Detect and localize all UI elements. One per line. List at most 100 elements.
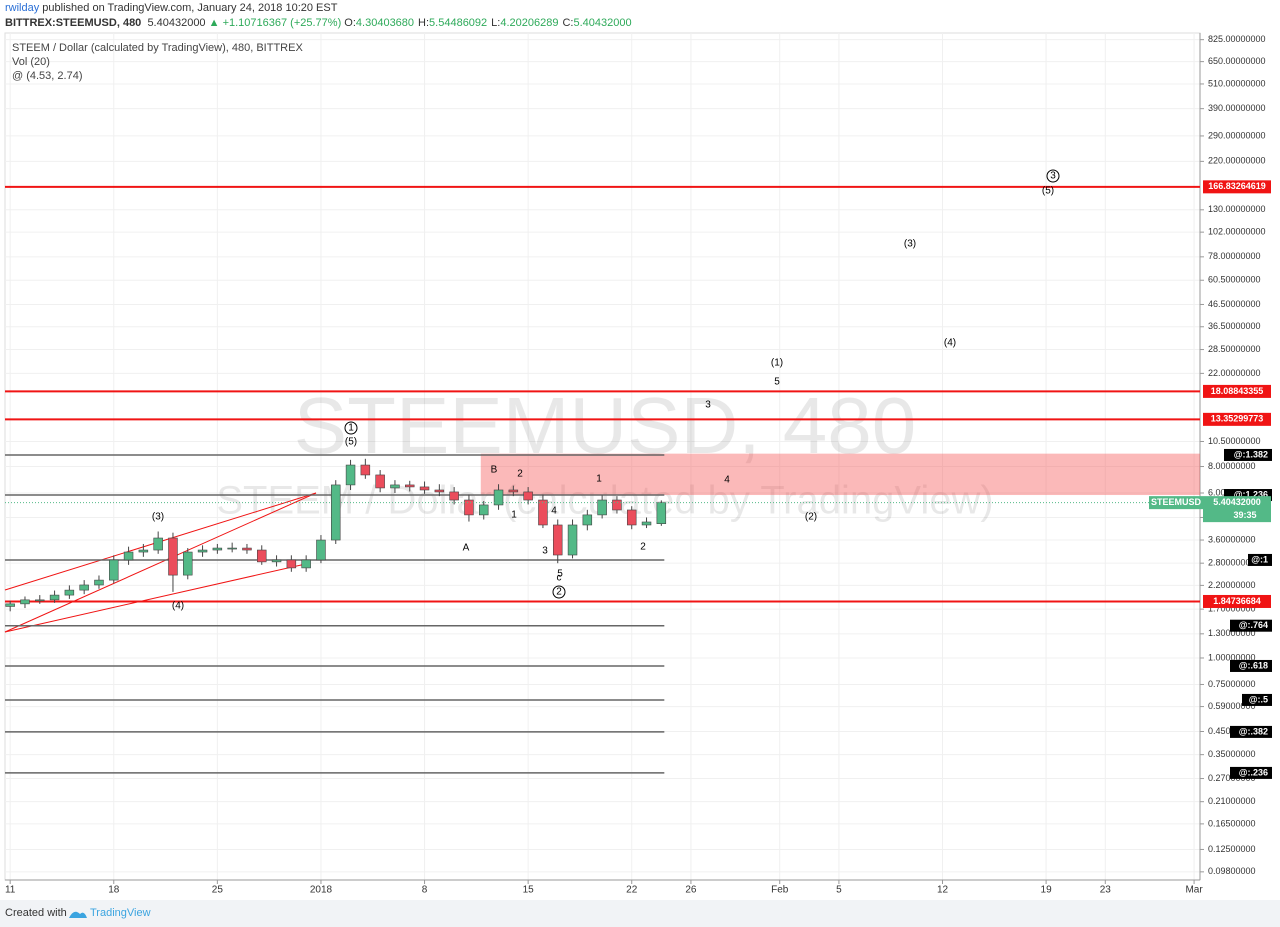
footer-brand[interactable]: TradingView <box>90 907 151 919</box>
ohlc-key: O: <box>344 17 356 29</box>
candle-body <box>20 599 30 605</box>
wave-label: (3) <box>152 512 164 523</box>
wave-circle <box>344 421 358 435</box>
x-tick-label: 12 <box>937 885 949 896</box>
wave-label: 4 <box>724 475 730 486</box>
wave-label: 2 <box>640 542 646 553</box>
level-tag <box>1203 180 1271 194</box>
candle-body <box>286 559 297 569</box>
y-tick-label: 22.00000000 <box>1208 368 1261 378</box>
level-tag <box>1203 384 1271 398</box>
wave-label: 2 <box>556 587 562 598</box>
wave-label: 5 <box>557 569 563 580</box>
symbol-tag <box>1149 496 1203 510</box>
x-tick-label: 15 <box>523 885 535 896</box>
y-tick-label: 510.00000000 <box>1208 78 1266 88</box>
candle-body <box>257 549 267 563</box>
wave-label: 1 <box>348 423 354 434</box>
wave-label: c <box>557 573 562 584</box>
candle-body <box>405 484 415 488</box>
ohlc: O:4.30403680 H:5.54486092 L:4.20206289 C:5.… <box>344 17 635 29</box>
y-tick-label: 130.00000000 <box>1208 204 1266 214</box>
legend-title: STEEM / Dollar (calculated by TradingVie… <box>12 42 303 54</box>
fib-label: @:1.236 <box>1234 489 1268 499</box>
grid <box>5 33 1200 880</box>
x-tick-label: 26 <box>685 885 697 896</box>
candle-body <box>508 489 519 493</box>
ohlc-value: 4.30403680 <box>355 17 415 29</box>
candle-body <box>434 489 445 493</box>
countdown: 39:35 <box>1233 510 1256 520</box>
fib-label: @:.618 <box>1239 660 1268 670</box>
wave-circle <box>1046 169 1060 183</box>
chart: STEEMUSD, 480 STEEM / Dollar (calculated… <box>4 32 1272 896</box>
wave-label: (5) <box>1042 186 1054 197</box>
x-tick-label: 23 <box>1100 885 1112 896</box>
candle-body <box>5 603 15 607</box>
wave-label: (4) <box>944 338 956 349</box>
ohlc-key: H: <box>418 17 430 29</box>
candle-body <box>79 584 89 591</box>
candle-body <box>168 537 178 576</box>
candle-body <box>153 537 163 551</box>
ohlc-key: L: <box>491 17 501 29</box>
wave-label: (3) <box>904 239 916 250</box>
x-tick-label: 11 <box>5 885 16 896</box>
candle-body <box>138 549 149 553</box>
fib-label: @:1.382 <box>1234 449 1268 459</box>
level-label: 166.83264619 <box>1208 181 1266 191</box>
change-value: +1.10716367 (+25.77%) <box>222 17 342 29</box>
symbol: BITTREX:STEEMUSD, 480 <box>5 17 142 29</box>
y-tick-label: 0.35000000 <box>1208 749 1256 759</box>
candle-body <box>345 464 356 486</box>
y-tick-label: 1.70000000 <box>1208 604 1256 614</box>
price: 5.40432000 <box>147 17 206 29</box>
ohlc-value: 4.20206289 <box>500 17 559 29</box>
y-tick-label: 825.00000000 <box>1208 34 1266 44</box>
wave-label: 5 <box>774 377 780 388</box>
y-tick-label: 2.20000000 <box>1208 580 1256 590</box>
wave-label: (2) <box>805 512 817 523</box>
publish-info: published on TradingView.com, January 24… <box>42 2 338 14</box>
plot-area <box>4 32 1201 881</box>
x-tick-label: 25 <box>212 885 224 896</box>
wave-label: 4 <box>551 506 557 517</box>
publisher[interactable]: rwilday <box>5 2 40 14</box>
candle-body <box>197 549 208 553</box>
y-tick-label: 0.16500000 <box>1208 818 1256 828</box>
candle-body <box>656 502 667 524</box>
footer: Created with TradingView <box>0 900 1280 927</box>
candle-body <box>183 551 193 576</box>
wave-label: A <box>463 543 470 554</box>
x-tick-label: 22 <box>626 885 638 896</box>
ohlc-value: 5.40432000 <box>573 17 632 29</box>
candle-body <box>597 499 607 516</box>
candle-body <box>464 499 474 516</box>
wave-label: 2 <box>517 469 523 480</box>
wave-label: B <box>491 465 498 476</box>
fib-label: @:.5 <box>1249 694 1268 704</box>
candle-body <box>242 547 252 551</box>
legend-study: @ (4.53, 2.74) <box>12 70 83 82</box>
candle-body <box>94 579 104 586</box>
wave-label: (1) <box>771 358 783 369</box>
y-tick-label: 78.00000000 <box>1208 251 1261 261</box>
level-label: 18.08843355 <box>1211 386 1264 396</box>
y-tick-label: 3.60000000 <box>1208 534 1256 544</box>
y-tick-label: 0.09800000 <box>1208 866 1256 876</box>
fib-label: @:.382 <box>1239 726 1268 736</box>
fib-label: @:.764 <box>1239 620 1268 630</box>
wave-label: 1 <box>596 474 602 485</box>
symbol-line: BITTREX:STEEMUSD, 480 5.40432000 ▲ +1.10… <box>5 17 636 29</box>
candle-body <box>212 547 223 551</box>
x-tick-label: 5 <box>836 885 842 896</box>
y-tick-label: 1.30000000 <box>1208 628 1256 638</box>
wave-label: 3 <box>542 546 548 557</box>
x-tick-label: Mar <box>1185 885 1203 896</box>
x-tick-label: 19 <box>1041 885 1053 896</box>
y-tick-label: 36.50000000 <box>1208 321 1261 331</box>
y-tick-label: 28.50000000 <box>1208 344 1261 354</box>
wave-label: 3 <box>1050 171 1056 182</box>
fib-tag <box>1242 693 1272 706</box>
y-tick-label: 0.75000000 <box>1208 679 1256 689</box>
